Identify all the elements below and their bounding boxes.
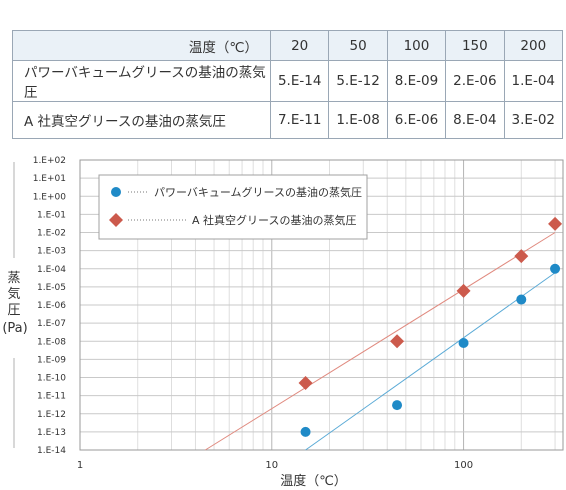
data-point xyxy=(516,294,527,305)
temp-header-cell: 200 xyxy=(503,30,564,61)
y-axis-label-char: 蒸 xyxy=(7,271,20,286)
x-tick-label: 100 xyxy=(454,460,473,471)
y-tick-label: 1.E-13 xyxy=(37,428,66,438)
table-cell: 1.E-04 xyxy=(503,60,564,102)
y-tick-label: 1.E-07 xyxy=(37,319,66,329)
header-label: 温度（℃） xyxy=(12,30,271,61)
y-tick-label: 1.E-03 xyxy=(37,247,66,257)
data-point xyxy=(298,375,313,390)
legend-marker xyxy=(109,213,123,227)
data-point xyxy=(514,249,529,264)
table-row: A 社真空グリースの基油の蒸気圧 7.E-11 1.E-08 6.E-06 8.… xyxy=(12,101,564,139)
data-point xyxy=(456,283,471,298)
y-tick-label: 1.E-04 xyxy=(37,265,66,275)
y-tick-label: 1.E-05 xyxy=(37,283,66,293)
y-tick-label: 1.E-02 xyxy=(37,229,66,239)
legend-marker xyxy=(111,187,121,197)
y-tick-label: 1.E+02 xyxy=(33,156,66,166)
table-cell: 2.E-06 xyxy=(445,60,505,102)
data-point xyxy=(458,338,469,349)
table-cell: 8.E-04 xyxy=(445,101,505,139)
x-axis-label: 温度（℃） xyxy=(280,473,347,489)
data-point xyxy=(390,334,405,349)
table-cell: 5.E-14 xyxy=(269,60,330,102)
legend-label: A 社真空グリースの基油の蒸気圧 xyxy=(192,213,356,227)
table-cell: 7.E-11 xyxy=(269,101,330,139)
data-point xyxy=(392,400,403,411)
y-tick-label: 1.E+00 xyxy=(33,192,67,202)
legend-box xyxy=(98,174,368,240)
trend-line xyxy=(305,272,556,451)
table-cell: 6.E-06 xyxy=(386,101,447,139)
y-tick-label: 1.E-06 xyxy=(37,301,66,311)
y-axis-label-char: 気 xyxy=(7,286,20,302)
x-tick-label: 10 xyxy=(265,460,278,471)
y-tick-label: 1.E-14 xyxy=(37,446,66,456)
y-tick-label: 1.E-08 xyxy=(37,337,66,347)
y-tick-label: 1.E-01 xyxy=(37,210,66,220)
data-point xyxy=(300,426,311,437)
y-tick-label: 1.E-11 xyxy=(37,392,66,402)
row-label: パワーバキュームグリースの基油の蒸気圧 xyxy=(12,60,271,102)
x-tick-label: 1 xyxy=(77,460,83,471)
y-tick-label: 1.E-09 xyxy=(37,355,66,365)
table-cell: 3.E-02 xyxy=(503,101,564,139)
plot-frame xyxy=(79,159,564,451)
table-header-row: 温度（℃） 20 50 100 150 200 xyxy=(12,30,564,61)
y-tick-label: 1.E-12 xyxy=(37,410,66,420)
y-axis-label-char: 圧 xyxy=(7,303,20,318)
data-point xyxy=(548,216,563,231)
y-tick-label: 1.E+01 xyxy=(33,174,66,184)
legend-label: パワーバキュームグリースの基油の蒸気圧 xyxy=(154,185,362,199)
data-point xyxy=(550,263,561,274)
y-axis-label-unit: (Pa) xyxy=(2,321,27,336)
trend-line xyxy=(205,232,556,451)
y-tick-label: 1.E-10 xyxy=(37,374,66,384)
temp-header-cell: 150 xyxy=(445,30,505,61)
row-label: A 社真空グリースの基油の蒸気圧 xyxy=(12,101,271,139)
vapor-pressure-table: 温度（℃） 20 50 100 150 200 パワーバキュームグリースの基油の… xyxy=(12,30,564,139)
table-cell: 1.E-08 xyxy=(328,101,388,139)
